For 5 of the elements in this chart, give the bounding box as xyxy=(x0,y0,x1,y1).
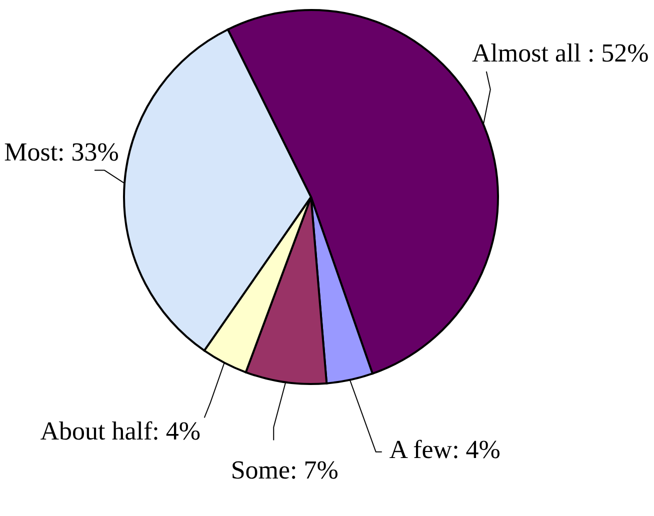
slice-label: Most: 33% xyxy=(4,137,119,166)
slice-label: A few: 4% xyxy=(389,434,500,464)
slice-label: About half: 4% xyxy=(40,416,201,446)
slice-label: Some: 7% xyxy=(230,455,338,484)
slice-label: Almost all : 52% xyxy=(472,38,649,68)
